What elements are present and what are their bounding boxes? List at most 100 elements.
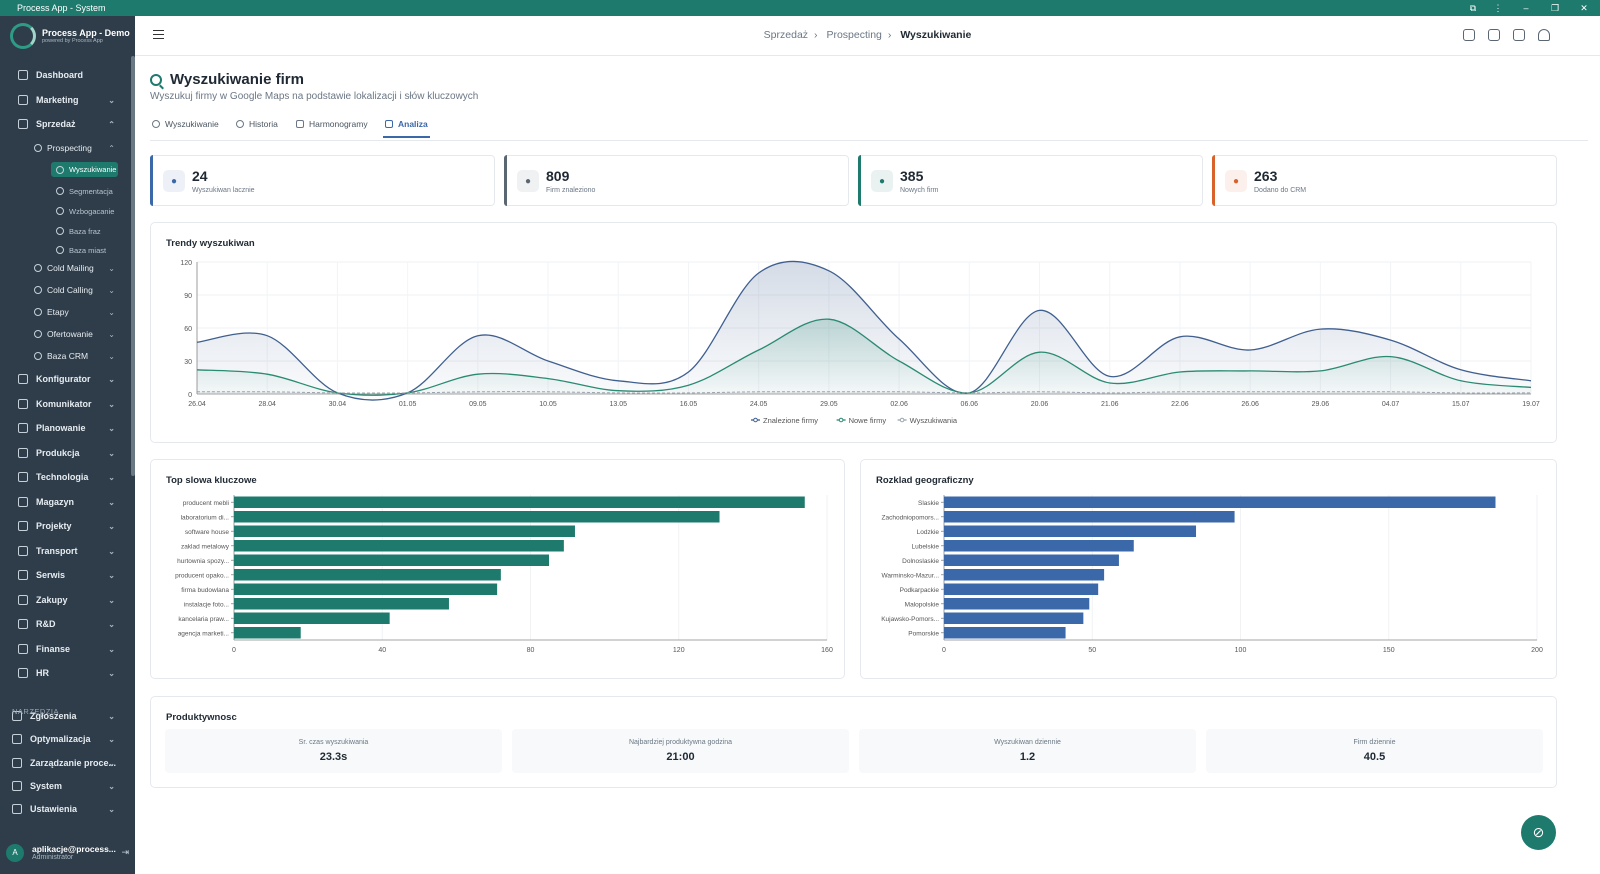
breadcrumb-item[interactable]: Prospecting <box>826 29 882 41</box>
y-tick-label: laboratorium di... <box>181 514 230 521</box>
sidebar-item-15[interactable]: HR ⌄ <box>0 662 135 684</box>
sidebar-item-3[interactable]: Konfigurator ⌄ <box>0 368 135 390</box>
sidebar-item-7[interactable]: Technologia ⌄ <box>0 466 135 488</box>
y-tick-label: firma budowlana <box>181 587 229 594</box>
y-tick-label: kancelaria praw... <box>178 616 229 623</box>
sidebar-item-13[interactable]: R&D ⌄ <box>0 613 135 635</box>
x-tick-label: 22.06 <box>1171 401 1189 408</box>
messages-icon[interactable] <box>1488 29 1500 41</box>
sidebar-item-8[interactable]: Magazyn ⌄ <box>0 491 135 513</box>
sidebar-item-12[interactable]: Zakupy ⌄ <box>0 589 135 611</box>
sidebar-subsubitem-2[interactable]: Wzbogacanie <box>0 200 135 222</box>
sidebar-subitem-3[interactable]: Etapy ⌄ <box>0 301 135 323</box>
sidebar-subsubitem-4[interactable]: Baza miast <box>0 239 135 261</box>
more-icon[interactable]: ⋮ <box>1493 2 1503 13</box>
x-tick-label: 06.06 <box>961 401 979 408</box>
window-titlebar: Process App - System ⧉ ⋮ – ❐ ✕ <box>0 0 1600 16</box>
x-tick-label: 16.05 <box>680 401 698 408</box>
sidebar-item-14[interactable]: Finanse ⌄ <box>0 638 135 660</box>
x-tick-label: 04.07 <box>1382 401 1400 408</box>
bulb-icon <box>18 619 28 629</box>
chat-icon <box>18 399 28 409</box>
tool-item-1[interactable]: Optymalizacja ⌄ <box>0 728 135 750</box>
dot-icon <box>56 227 64 235</box>
sidebar-subsubitem-0[interactable]: Wyszukiwanie <box>51 162 118 177</box>
folder-icon <box>18 521 28 531</box>
megaphone-icon <box>18 95 28 105</box>
tool-item-0[interactable]: Zgłoszenia ⌄ <box>0 705 135 727</box>
bar <box>944 627 1066 639</box>
y-tick-label: producent opako... <box>175 572 229 579</box>
x-tick-label: 120 <box>673 647 685 654</box>
close-icon[interactable]: ✕ <box>1580 2 1588 13</box>
x-tick-label: 100 <box>1235 647 1247 654</box>
sidebar-item-4[interactable]: Komunikator ⌄ <box>0 393 135 415</box>
extensions-icon[interactable]: ⧉ <box>1469 2 1477 13</box>
nav-label: Wzbogacanie <box>69 206 115 216</box>
sidebar-subitem-4[interactable]: Ofertowanie ⌄ <box>0 323 135 345</box>
minimize-icon[interactable]: – <box>1523 3 1529 13</box>
sidebar-subitem-0[interactable]: Prospecting ⌃ <box>0 137 135 159</box>
chevron-up-icon: ⌃ <box>108 143 115 153</box>
stat-label: Nowych firm <box>900 187 939 194</box>
user-panel[interactable]: A aplikacje@process... Administrator ⇥ <box>0 831 135 874</box>
breadcrumb-item[interactable]: Sprzedaż <box>763 29 809 41</box>
sidebar-subitem-1[interactable]: Cold Mailing ⌄ <box>0 257 135 279</box>
x-tick-label: 29.05 <box>820 401 838 408</box>
sidebar-subitem-2[interactable]: Cold Calling ⌄ <box>0 279 135 301</box>
sidebar-item-0[interactable]: Dashboard <box>0 64 135 86</box>
y-tick-label: Lubelskie <box>912 543 940 550</box>
tool-item-3[interactable]: System ⌄ <box>0 775 135 797</box>
nav-label: Zarządzanie proce... <box>30 758 117 768</box>
tool-item-4[interactable]: Ustawienia ⌄ <box>0 798 135 820</box>
page-subtitle: Wyszukuj firmy w Google Maps na podstawi… <box>150 91 479 102</box>
sidebar-item-9[interactable]: Projekty ⌄ <box>0 515 135 537</box>
sidebar-scrollbar[interactable] <box>131 56 135 476</box>
nav-label: Konfigurator <box>36 374 91 384</box>
sub-icon <box>34 330 42 338</box>
page-title-text: Wyszukiwanie firm <box>170 71 304 88</box>
tab-analiza[interactable]: Analiza <box>383 119 430 138</box>
sparkle-icon[interactable] <box>1513 29 1525 41</box>
nav-label: Cold Mailing <box>47 263 94 273</box>
tab-harmonogramy[interactable]: Harmonogramy <box>296 119 368 129</box>
menu-toggle-icon[interactable] <box>153 30 164 39</box>
logout-icon[interactable]: ⇥ <box>121 847 129 857</box>
sidebar-item-6[interactable]: Produkcja ⌄ <box>0 442 135 464</box>
tab-wyszukiwanie[interactable]: Wyszukiwanie <box>152 119 219 129</box>
sidebar-subitem-5[interactable]: Baza CRM ⌄ <box>0 345 135 367</box>
help-fab-button[interactable]: ⊘ <box>1521 815 1556 850</box>
app-logo-icon <box>10 23 36 49</box>
y-tick-label: 60 <box>184 326 192 333</box>
sidebar-item-5[interactable]: Planowanie ⌄ <box>0 417 135 439</box>
bar <box>234 525 575 537</box>
stat-accent <box>150 155 153 206</box>
nav-label: Technologia <box>36 472 89 482</box>
dot-icon <box>56 207 64 215</box>
sidebar-item-1[interactable]: Marketing ⌄ <box>0 89 135 111</box>
legend-label: Znalezione firmy <box>763 416 818 425</box>
chevron-down-icon: ⌄ <box>108 619 115 629</box>
geo-card: Rozklad geograficzny 0 50 100 150 200 Slaskie… <box>860 459 1557 679</box>
restore-icon[interactable]: ❐ <box>1550 2 1560 13</box>
bell-icon[interactable] <box>1538 29 1550 41</box>
stat-card: ● 263 Dodano do CRM <box>1212 155 1557 206</box>
sidebar-subsubitem-3[interactable]: Baza fraz <box>0 220 135 242</box>
sidebar-item-11[interactable]: Serwis ⌄ <box>0 564 135 586</box>
chevron-down-icon: ⌄ <box>108 95 115 105</box>
sidebar-item-10[interactable]: Transport ⌄ <box>0 540 135 562</box>
productivity-item: Sr. czas wyszukiwania 23.3s <box>165 729 502 773</box>
nav-label: Cold Calling <box>47 285 93 295</box>
brand[interactable]: Process App - Demo powered by Process Ap… <box>0 16 135 56</box>
trend-icon <box>18 119 28 129</box>
tab-historia[interactable]: Historia <box>236 119 278 129</box>
bar <box>944 511 1235 523</box>
topbar: Sprzedaż › Prospecting › Wyszukiwanie <box>135 16 1600 56</box>
nav-label: R&D <box>36 619 56 629</box>
tool-item-2[interactable]: Zarządzanie proce... ⌄ <box>0 752 135 774</box>
sidebar-item-2[interactable]: Sprzedaż ⌃ <box>0 113 135 135</box>
user-switch-icon[interactable] <box>1463 29 1475 41</box>
sidebar-subsubitem-1[interactable]: Segmentacja <box>0 180 135 202</box>
sub-icon <box>34 308 42 316</box>
productivity-card: Produktywnosc Sr. czas wyszukiwania 23.3s… <box>150 696 1557 788</box>
